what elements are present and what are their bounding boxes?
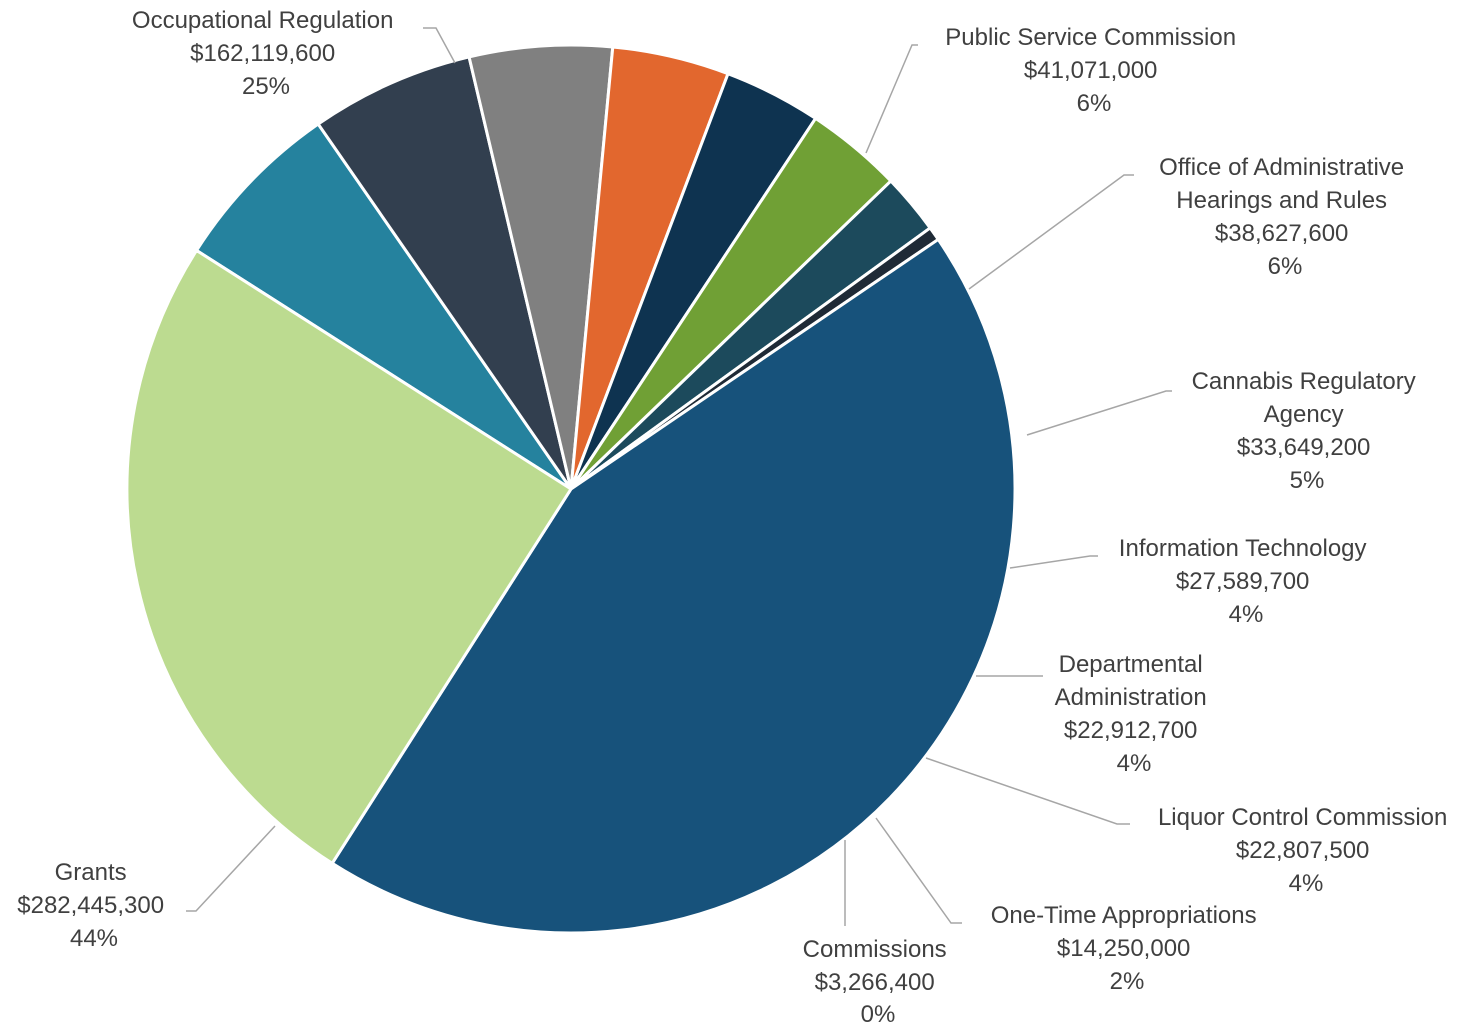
leader-lines: [186, 27, 1172, 926]
slice-value: $38,627,600: [1215, 220, 1348, 247]
pie-slice-occupational-regulation: [125, 248, 574, 866]
slice-label: Grants: [55, 859, 127, 886]
leader-line: [925, 757, 1130, 825]
slice-label: Occupational Regulation: [132, 7, 394, 34]
slice-label: One-Time Appropriations: [991, 902, 1257, 929]
slice-percent: 44%: [70, 925, 118, 952]
slice-value: $22,807,500: [1236, 837, 1369, 864]
slice-value: $41,071,000: [1024, 57, 1157, 84]
label-commissions: Commissions $3,266,400 0%: [803, 936, 954, 1028]
slice-value: $162,119,600: [190, 40, 335, 67]
slice-percent: 4%: [1117, 750, 1152, 777]
label-one-time-appropriations: One-Time Appropriations $14,250,000 2%: [991, 902, 1264, 995]
slice-value: $33,649,200: [1237, 434, 1370, 461]
slice-label-line-2: Hearings and Rules: [1176, 187, 1387, 214]
leader-line: [186, 825, 276, 912]
slice-percent: 6%: [1268, 253, 1303, 280]
slice-label-line-1: Cannabis Regulatory: [1192, 368, 1416, 395]
slice-percent: 4%: [1289, 870, 1324, 897]
slice-percent: 25%: [242, 73, 290, 100]
slice-value: $27,589,700: [1176, 568, 1309, 595]
slice-label-line-2: Agency: [1264, 401, 1344, 428]
leader-line: [423, 27, 456, 64]
pie-slice-grants: [330, 237, 1017, 935]
leader-line: [865, 44, 918, 154]
slice-label-line-1: Office of Administrative: [1159, 154, 1404, 181]
label-public-service-commission: Public Service Commission $41,071,000 6%: [945, 24, 1242, 117]
slice-label-line-2: Administration: [1055, 684, 1207, 711]
pie-slice-office-of-administrative-hearings-and-rules: [316, 55, 573, 490]
pie-slice-cannabis-regulatory-agency: [467, 43, 615, 490]
slice-label: Commissions: [803, 936, 947, 963]
slice-label-line-1: Departmental: [1059, 651, 1203, 678]
slice-percent: 5%: [1290, 467, 1325, 494]
slice-value: $22,912,700: [1064, 717, 1197, 744]
slice-percent: 6%: [1077, 90, 1112, 117]
label-grants: Grants $282,445,300 44%: [17, 859, 170, 952]
slice-value: $3,266,400: [815, 969, 935, 996]
slice-label: Information Technology: [1119, 535, 1367, 562]
leader-line: [875, 817, 962, 924]
label-liquor-control-commission: Liquor Control Commission $22,807,500 4%: [1158, 804, 1454, 897]
label-departmental-administration: Departmental Administration $22,912,700 …: [1055, 651, 1214, 777]
slice-label: Public Service Commission: [945, 24, 1236, 51]
slice-percent: 2%: [1110, 968, 1145, 995]
label-information-technology: Information Technology $27,589,700 4%: [1119, 535, 1373, 628]
leader-line: [1009, 555, 1098, 569]
slice-percent: 0%: [861, 1001, 896, 1028]
label-cannabis-regulatory-agency: Cannabis Regulatory Agency $33,649,200 5…: [1192, 368, 1423, 494]
pie-slices: [125, 43, 1017, 935]
slice-value: $282,445,300: [17, 892, 164, 919]
slice-value: $14,250,000: [1057, 935, 1190, 962]
slice-percent: 4%: [1229, 601, 1264, 628]
label-occupational-regulation: Occupational Regulation $162,119,600 25%: [132, 7, 400, 100]
label-office-of-administrative-hearings: Office of Administrative Hearings and Ru…: [1159, 154, 1411, 280]
pie-slice-public-service-commission: [194, 121, 573, 491]
leader-line: [968, 174, 1134, 290]
leader-line: [1026, 390, 1172, 436]
slice-label: Liquor Control Commission: [1158, 804, 1447, 831]
